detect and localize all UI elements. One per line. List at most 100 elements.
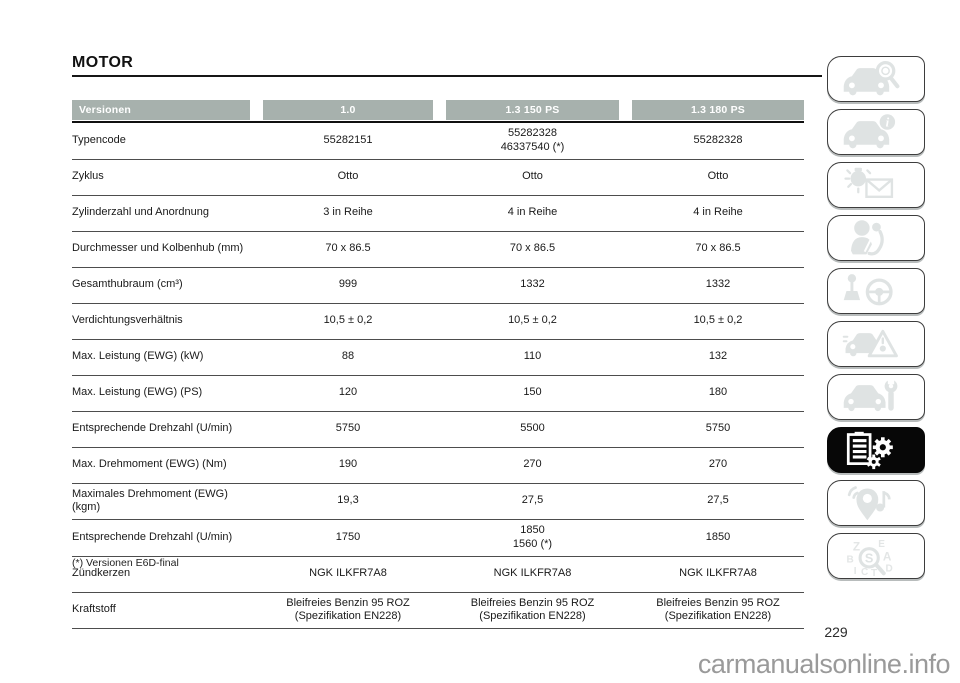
row-value: NGK ILKFR7A8 (679, 567, 757, 580)
svg-text:C: C (861, 567, 868, 576)
watermark-text: carmanualsonline.info (697, 649, 951, 679)
row-value: 5500 (520, 422, 545, 435)
column-header: 1.0 (263, 100, 433, 120)
row-label: Max. Drehmoment (EWG) (Nm) (72, 458, 227, 471)
table-row: Entsprechende Drehzahl (U/min) 1750 1850 1… (72, 520, 804, 557)
table-row: Max. Drehmoment (EWG) (Nm) 190 270 270 (72, 448, 804, 484)
row-value: 3 in Reihe (323, 206, 373, 219)
table-header-row: Versionen 1.0 1.3 150 PS 1.3 180 PS (72, 100, 804, 123)
section-tab-sidebar: i (827, 56, 925, 579)
gearshift-steering-wheel-icon (834, 271, 908, 311)
row-label: Kraftstoff (72, 603, 116, 616)
svg-text:I: I (854, 566, 857, 576)
child-safety-icon (834, 218, 908, 258)
car-search-icon (834, 59, 908, 99)
row-value: 1332 (520, 278, 545, 291)
svg-text:T: T (871, 568, 877, 576)
row-label: Durchmesser und Kolbenhub (mm) (72, 242, 244, 255)
table-footnote: (*) Versionen E6D-final (72, 557, 179, 569)
sidebar-tab-technical-data[interactable] (827, 427, 925, 473)
row-value: 1332 (705, 278, 731, 291)
row-value: 5750 (335, 422, 361, 435)
row-label: Zylinderzahl und Anordnung (72, 206, 209, 219)
table-row: Max. Leistung (EWG) (PS) 120 150 180 (72, 376, 804, 412)
row-value: 27,5 (707, 494, 729, 507)
row-value: 150 (523, 386, 542, 399)
svg-text:S: S (865, 550, 873, 565)
row-value: 10,5 ± 0,2 (508, 314, 557, 327)
page-number: 229 (824, 624, 848, 640)
row-value: 88 (341, 350, 355, 363)
table-row: Gesamthubraum (cm³) 999 1332 1332 (72, 268, 804, 304)
row-value: 10,5 ± 0,2 (323, 314, 373, 327)
row-value: 27,5 (521, 494, 544, 507)
sidebar-tab-safety[interactable] (827, 215, 925, 261)
row-value: Bleifreies Benzin 95 ROZ (Spezifikation … (286, 596, 410, 623)
sidebar-tab-emergency[interactable] (827, 321, 925, 367)
row-value: Bleifreies Benzin 95 ROZ (Spezifikation … (656, 596, 780, 623)
row-value: 19,3 (337, 494, 359, 507)
row-value: 55282328 46337540 (*) (500, 127, 565, 153)
row-value: 1850 (705, 530, 731, 543)
row-value: 4 in Reihe (507, 206, 558, 219)
table-row: Max. Leistung (EWG) (kW) 88 110 132 (72, 340, 804, 376)
row-label: Verdichtungsverhältnis (72, 314, 183, 327)
engine-spec-table: Versionen 1.0 1.3 150 PS 1.3 180 PS Typenco… (72, 100, 804, 629)
row-value: 270 (708, 458, 728, 471)
row-value: 4 in Reihe (693, 206, 743, 219)
svg-text:i: i (886, 116, 890, 130)
table-row: Zündkerzen NGK ILKFR7A8 NGK ILKFR7A8 NGK IL… (72, 557, 804, 593)
row-value: 110 (523, 350, 542, 363)
sidebar-tab-warning-lights[interactable] (827, 162, 925, 208)
alphabetical-index-icon: Z E B A I C T D S (834, 536, 908, 576)
svg-text:D: D (886, 563, 893, 574)
table-body: Typencode 55282151 55282328 46337540 (*) 55… (72, 123, 804, 629)
svg-text:Z: Z (853, 540, 860, 554)
row-value: Otto (337, 170, 359, 183)
table-row: Typencode 55282151 55282328 46337540 (*) 55… (72, 123, 804, 160)
table-row: Maximales Drehmoment (EWG) (kgm) 19,3 27,5… (72, 484, 804, 520)
row-label: Typencode (72, 133, 126, 146)
sidebar-tab-car-info[interactable]: i (827, 109, 925, 155)
table-row: Zyklus Otto Otto Otto (72, 160, 804, 196)
row-label: Entsprechende Drehzahl (U/min) (72, 530, 233, 543)
table-row: Verdichtungsverhältnis 10,5 ± 0,2 10,5 ± 0… (72, 304, 804, 340)
sidebar-tab-driving[interactable] (827, 268, 925, 314)
row-value: 180 (708, 386, 728, 399)
row-label: Gesamthubraum (cm³) (72, 278, 183, 291)
row-value: 999 (338, 278, 358, 291)
row-value: NGK ILKFR7A8 (309, 567, 387, 580)
row-value: 70 x 86.5 (509, 242, 556, 255)
svg-text:A: A (883, 550, 892, 564)
sidebar-tab-maintenance[interactable] (827, 374, 925, 420)
sidebar-tab-index[interactable]: Z E B A I C T D S (827, 533, 925, 579)
row-value: 70 x 86.5 (695, 242, 741, 255)
row-value: NGK ILKFR7A8 (493, 567, 572, 580)
row-value: Otto (522, 170, 543, 183)
page-title: MOTOR (72, 54, 134, 71)
row-value: 10,5 ± 0,2 (693, 314, 743, 327)
sidebar-tab-car-search[interactable] (827, 56, 925, 102)
table-row: Zylinderzahl und Anordnung 3 in Reihe 4 in… (72, 196, 804, 232)
section-title-block: MOTOR (72, 54, 822, 77)
row-value: 70 x 86.5 (325, 242, 371, 255)
sidebar-tab-multimedia[interactable] (827, 480, 925, 526)
row-label: Zündkerzen (72, 567, 131, 580)
row-value: 5750 (705, 422, 731, 435)
row-label: Max. Leistung (EWG) (kW) (72, 350, 204, 363)
column-header: 1.3 150 PS (446, 100, 619, 120)
svg-text:B: B (846, 554, 853, 565)
row-value: 1750 (335, 530, 361, 543)
column-header: Versionen (72, 100, 250, 120)
row-label: Entsprechende Drehzahl (U/min) (72, 422, 233, 435)
column-header: 1.3 180 PS (632, 100, 804, 120)
svg-text:E: E (878, 539, 885, 550)
table-row: Entsprechende Drehzahl (U/min) 5750 5500 57… (72, 412, 804, 448)
row-label: Zyklus (72, 170, 104, 183)
row-value: 55282328 (693, 133, 743, 146)
multimedia-location-icon (834, 483, 908, 523)
car-warning-triangle-icon (834, 324, 908, 364)
row-value: 190 (338, 458, 358, 471)
row-label: Max. Leistung (EWG) (PS) (72, 386, 203, 399)
row-value: 270 (523, 458, 542, 471)
